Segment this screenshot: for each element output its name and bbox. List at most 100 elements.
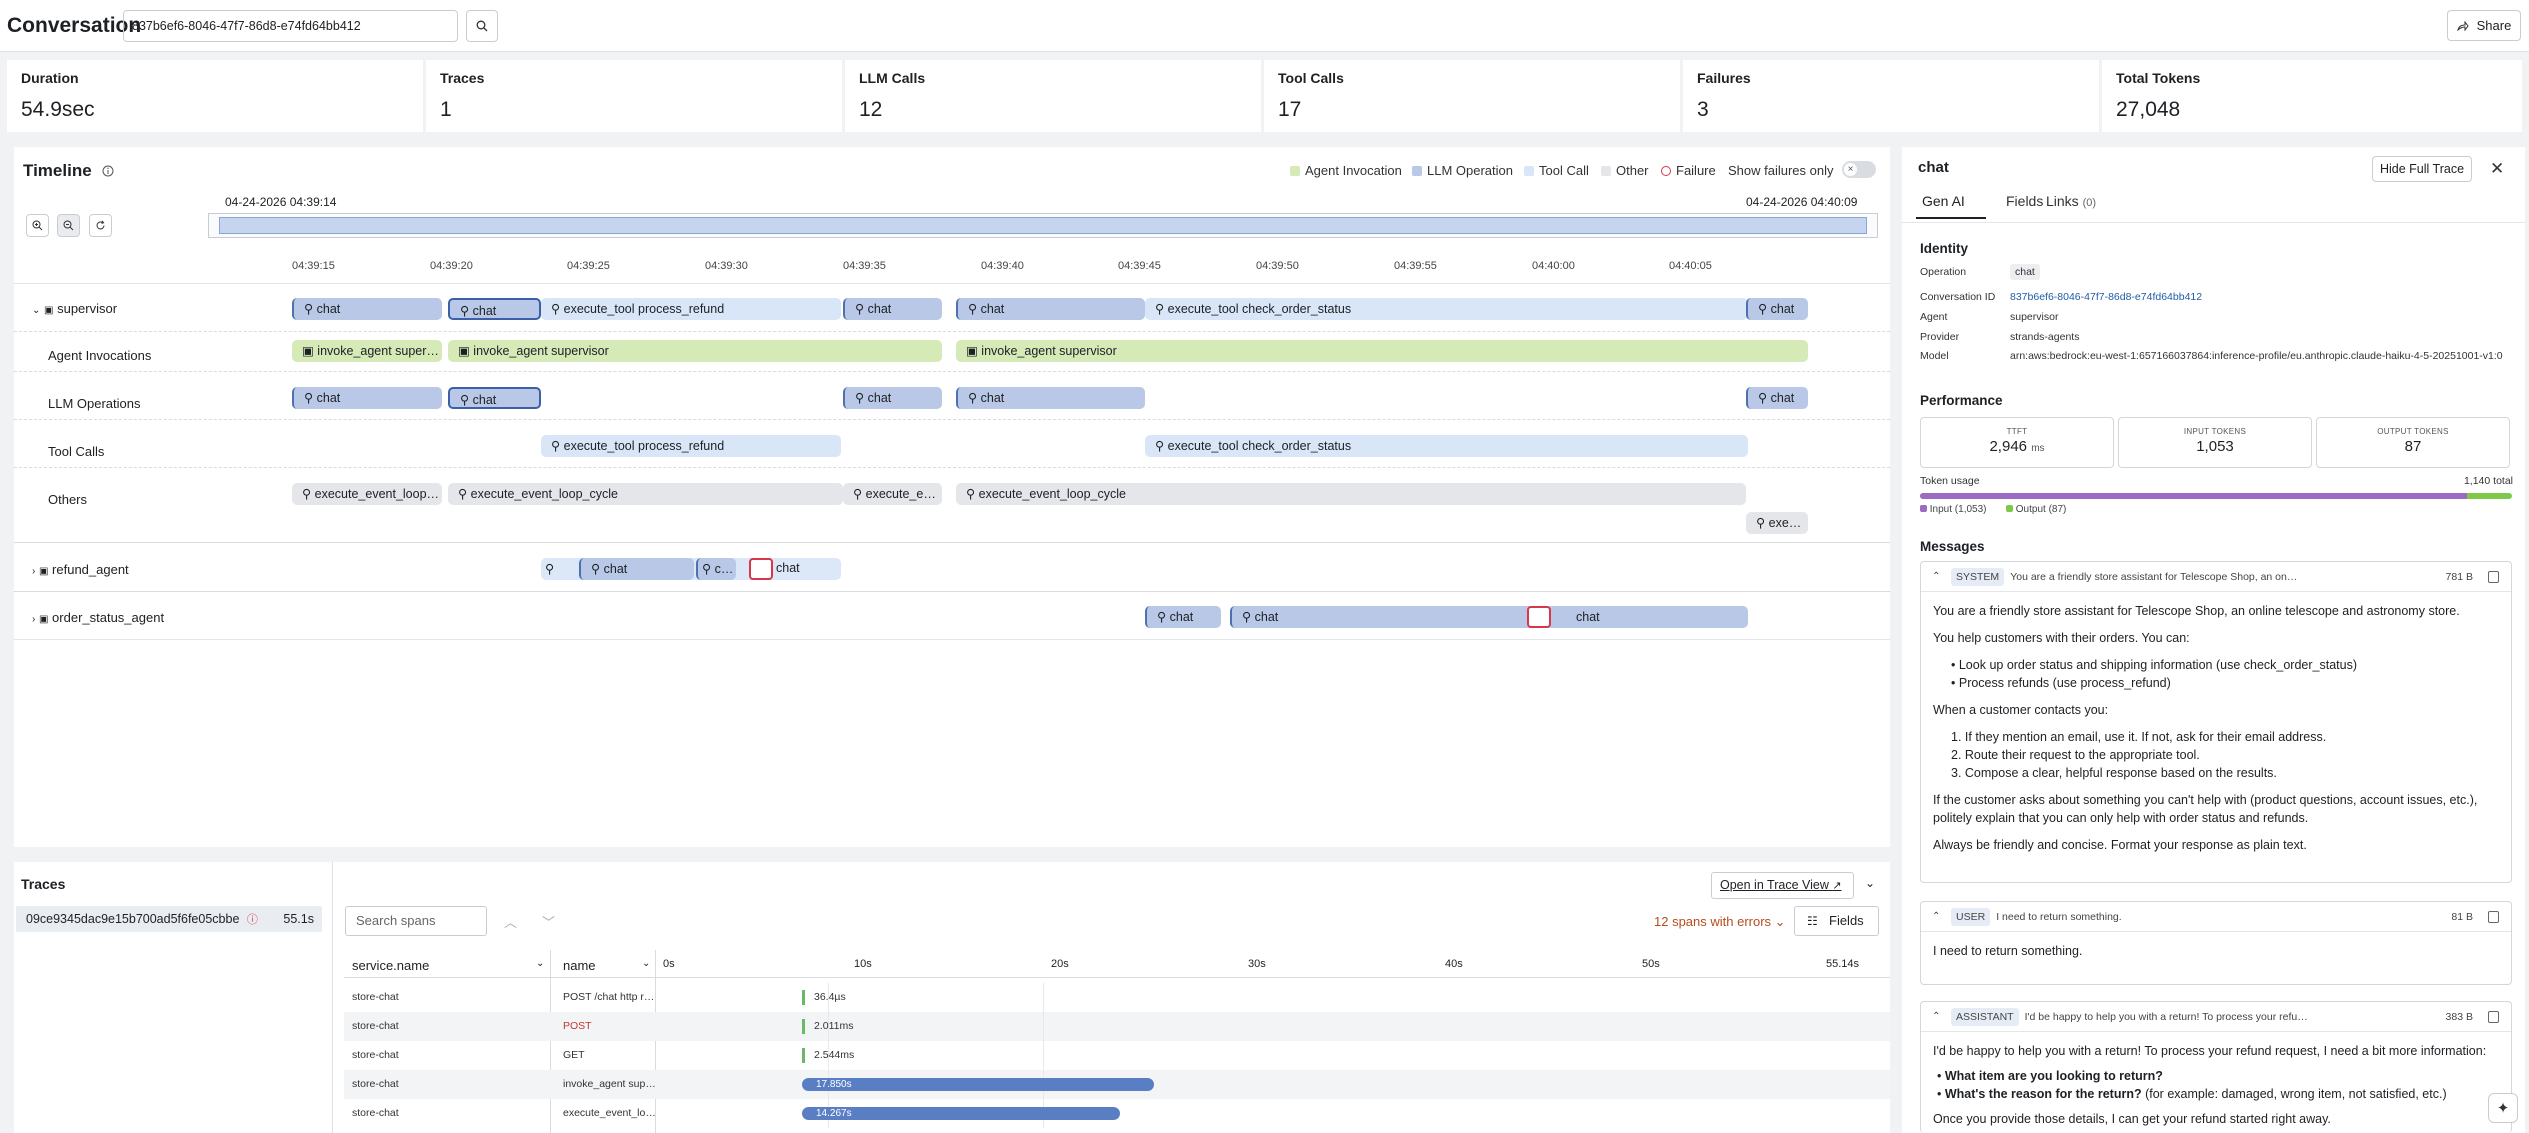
span-event-loop[interactable]: ⚲ execute_e… [843,483,942,505]
show-failures-label: Show failures only [1728,163,1834,178]
table-row[interactable]: store-chat GET 2.544ms [344,1041,1890,1070]
span-chat[interactable]: chat [1540,606,1748,628]
span-chat[interactable]: ⚲ chat [579,558,694,580]
span-label: execute_e… [865,487,936,501]
span-tool-refund[interactable]: ⚲ execute_tool process_refund [541,435,841,457]
show-failures-toggle[interactable]: × [1842,161,1876,178]
row-supervisor[interactable]: ⌄ ▣ supervisor [32,301,117,316]
span-label: invoke_agent super… [317,344,439,358]
failure-marker[interactable] [1527,606,1551,628]
toggle-x-icon: × [1844,163,1857,176]
agent-icon: ▣ [38,566,49,577]
cell-name: execute_event_lo… [563,1107,656,1119]
zoom-in-icon [32,220,43,231]
span-chat[interactable]: ⚲ chat [292,298,442,320]
chevron-down-icon[interactable]: ⌄ [32,305,41,316]
span-tool-order[interactable]: ⚲ execute_tool check_order_status [1145,435,1748,457]
ai-assistant-button[interactable]: ✦ [2488,1093,2518,1123]
tab-links[interactable]: Links (0) [2046,193,2096,209]
search-icon [476,20,488,32]
span-chat[interactable]: ⚲ chat [1746,298,1808,320]
span-event-loop[interactable]: ⚲ exe… [1746,512,1808,534]
fields-button[interactable]: ☷ Fields [1794,906,1879,936]
chevron-right-icon[interactable]: › [32,614,36,625]
conversation-id-input[interactable]: 837b6ef6-8046-47f7-86d8-e74fd64bb412 [123,10,458,42]
row-label: supervisor [57,301,118,316]
open-in-trace-view-button[interactable]: Open in Trace View ↗ [1711,872,1854,899]
message-header[interactable]: ⌃ ASSISTANT I'd be happy to help you with … [1921,1002,2511,1032]
message-header[interactable]: ⌃ USER I need to return something. 81 B [1921,902,2511,932]
share-button[interactable]: Share [2447,10,2521,41]
copy-icon[interactable] [2488,911,2499,923]
info-icon[interactable] [102,165,114,177]
span-chat[interactable]: ⚲ chat [1230,606,1540,628]
table-row[interactable]: store-chat invoke_agent sup… 17.850s [344,1070,1890,1099]
tab-gen-ai[interactable]: Gen AI [1922,193,1965,209]
col-service-name[interactable]: service.name [352,958,430,973]
conversation-id-link[interactable]: 837b6ef6-8046-47f7-86d8-e74fd64bb412 [2010,291,2203,303]
row-order-status-agent[interactable]: › ▣ order_status_agent [32,610,164,625]
table-row[interactable]: store-chat POST /chat http r… 36.4µs [344,983,1890,1012]
span-tool-refund[interactable]: ⚲ execute_tool process_refund [541,298,841,320]
span-chat[interactable]: ⚲ chat [1746,387,1808,409]
message-text: If the customer asks about something you… [1933,793,2478,825]
span-event-loop[interactable]: ⚲ execute_event_loop… [292,483,442,505]
span-label: chat [1254,610,1279,624]
span-invoke-agent[interactable]: ▣ invoke_agent supervisor [956,340,1808,362]
span-event-loop[interactable]: ⚲ execute_event_loop_cycle [956,483,1746,505]
close-icon[interactable]: ✕ [2490,159,2505,178]
reset-zoom-button[interactable] [89,214,112,237]
cell-name: POST [563,1020,592,1032]
time-range-brush[interactable] [208,213,1878,238]
span-chat[interactable]: ⚲ chat [956,298,1145,320]
trace-list-item[interactable]: 09ce9345dac9e15b700ad5f6fe05cbbe ⓘ 55.1s [16,906,322,932]
divider [1902,222,2525,223]
span-chat[interactable]: ⚲ chat [843,298,942,320]
span-tool-order[interactable]: ⚲ execute_tool check_order_status [1145,298,1748,320]
chevron-down-icon[interactable]: ⌄ [1865,876,1876,890]
range-selection[interactable] [219,217,1867,234]
next-match-icon[interactable]: ﹀ [542,915,556,930]
row-refund-agent[interactable]: › ▣ refund_agent [32,562,129,577]
divider [655,950,656,1133]
table-row[interactable]: store-chat execute_event_lo… 14.267s [344,1099,1890,1128]
chevron-down-icon[interactable]: ⌄ [642,958,651,969]
prev-match-icon[interactable]: ︿ [504,915,518,930]
chevron-right-icon[interactable]: › [32,566,36,577]
span-chat[interactable]: ⚲ chat [1145,606,1221,628]
span-chat[interactable]: ⚲ c… [696,558,736,580]
copy-icon[interactable] [2488,1011,2499,1023]
stat-tool-calls: Tool Calls 17 [1264,60,1680,132]
chevron-up-icon[interactable]: ⌃ [1932,1011,1941,1022]
hide-full-trace-button[interactable]: Hide Full Trace [2372,156,2472,182]
span-chat[interactable]: ⚲ chat [956,387,1145,409]
chevron-up-icon[interactable]: ⌃ [1932,571,1941,582]
span-chat[interactable]: ⚲ chat [292,387,442,409]
search-spans-input[interactable]: Search spans [345,906,487,936]
table-row[interactable]: store-chat POST 2.011ms [344,1012,1890,1041]
span-invoke-agent[interactable]: ▣ invoke_agent super… [292,340,442,362]
zoom-out-button[interactable] [57,214,80,237]
identity-model: Model arn:aws:bedrock:eu-west-1:657166037… [1920,350,2510,363]
legend-llm: LLM Operation [1412,163,1513,178]
span-label: execute_event_loop_cycle [470,487,618,501]
other-swatch [1601,165,1611,176]
search-button[interactable] [466,10,498,42]
cell-name: POST /chat http r… [563,991,655,1003]
kv-value: chat [2010,264,2040,280]
zoom-in-button[interactable] [26,214,49,237]
span-invoke-agent[interactable]: ▣ invoke_agent supervisor [448,340,942,362]
tab-fields[interactable]: Fields [2006,193,2044,209]
span-event-loop[interactable]: ⚲ execute_event_loop_cycle [448,483,843,505]
chevron-up-icon[interactable]: ⌃ [1932,911,1941,922]
chevron-down-icon[interactable]: ⌄ [536,958,545,969]
spans-with-errors-filter[interactable]: 12 spans with errors ⌄ [1654,914,1786,929]
failure-marker[interactable] [749,558,773,580]
col-name[interactable]: name [563,958,596,973]
span-chat[interactable]: ⚲ chat [843,387,942,409]
message-header[interactable]: ⌃ SYSTEM You are a friendly store assistan… [1921,562,2511,592]
copy-icon[interactable] [2488,571,2499,583]
stat-label: LLM Calls [859,70,926,86]
span-chat-selected[interactable]: ⚲ chat [448,387,541,409]
span-chat-selected[interactable]: ⚲ chat [448,298,541,320]
